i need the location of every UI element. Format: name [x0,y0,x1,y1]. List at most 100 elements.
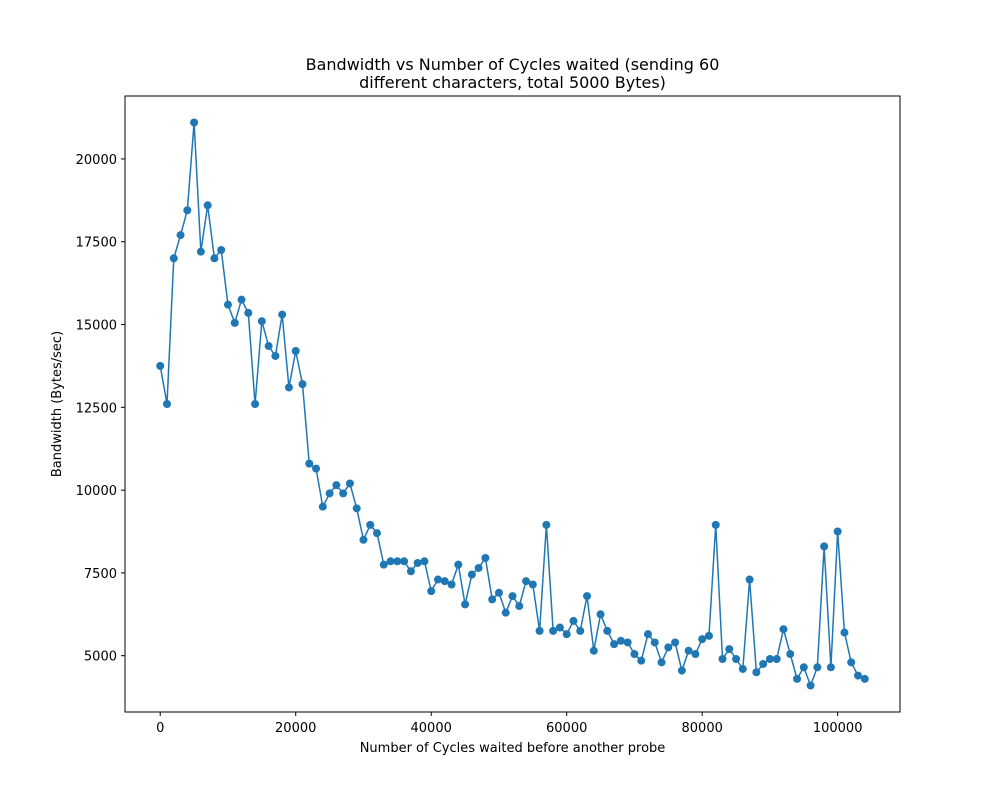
data-point [440,577,449,586]
data-point [779,625,788,634]
data-point [230,318,239,327]
data-point [447,580,456,589]
data-point [603,626,612,635]
data-point [799,663,808,672]
data-point [312,464,321,473]
data-point [738,664,747,673]
data-point [650,638,659,647]
data-point [860,674,869,683]
data-point [752,668,761,677]
data-point [352,504,361,513]
data-point [264,342,273,351]
data-point [786,650,795,659]
data-point [183,206,192,215]
data-point [284,383,293,392]
y-tick-label: 17500 [76,236,117,251]
plot-frame [124,95,901,713]
data-point [427,587,436,596]
data-point [494,588,503,597]
data-point [244,308,253,317]
data-point [190,118,199,127]
data-point [522,577,531,586]
data-point [610,640,619,649]
data-point [704,631,713,640]
data-point [366,520,375,529]
x-axis-label: Number of Cycles waited before another p… [360,741,666,756]
data-point [711,520,720,529]
data-point [637,656,646,665]
data-point [630,650,639,659]
data-point [847,658,856,667]
data-point [223,300,232,309]
data-point [515,602,524,611]
data-point [793,674,802,683]
data-point [657,658,666,667]
data-point [765,655,774,664]
data-point [406,567,415,576]
data-point [623,638,632,647]
data-point [345,479,354,488]
data-point [833,527,842,536]
data-point [854,671,862,680]
data-point [386,557,395,566]
data-point [251,400,260,408]
data-point [379,560,388,569]
y-tick-label: 12500 [76,401,117,416]
x-tick-label: 40000 [411,721,452,736]
y-tick-label: 5000 [84,650,117,665]
data-point [298,380,307,389]
x-tick-label: 100000 [813,721,863,736]
data-point [826,663,835,672]
data-point [257,317,266,326]
data-point [305,459,314,468]
data-point [684,646,693,655]
x-tick-label: 60000 [546,721,587,736]
data-point [772,655,781,664]
data-point [677,666,686,675]
data-point [413,558,422,567]
data-point [576,626,585,635]
data-point [820,542,829,551]
data-point [840,628,849,637]
data-point [691,650,700,659]
data-point [562,630,571,639]
data-point [393,557,402,566]
data-point [318,502,327,511]
data-point [589,646,598,655]
data-point [643,630,652,639]
y-tick-label: 20000 [76,153,117,168]
data-point [488,595,497,604]
data-point [332,481,341,490]
data-point [400,557,409,566]
data-point [467,570,476,579]
data-point [210,254,219,263]
data-point [359,535,368,544]
series-line [159,121,866,687]
x-tick-label: 80000 [682,721,723,736]
data-point [481,554,490,562]
y-tick-label: 10000 [76,484,117,499]
data-point [664,643,673,652]
y-axis-label: Bandwidth (Bytes/sec) [50,331,65,477]
data-point [373,529,382,538]
data-point [420,557,429,566]
data-point [461,600,470,609]
data-point [163,400,171,408]
data-point [278,310,287,319]
data-point [718,655,727,664]
data-point [725,645,734,654]
data-point [508,592,517,601]
data-point [237,295,246,304]
data-point [813,663,822,672]
data-point [616,636,625,645]
data-point [433,575,442,584]
data-point [555,623,564,632]
data-point [203,201,212,210]
data-point [535,626,544,635]
data-point [806,681,815,690]
data-point [271,351,280,360]
chart-title-line-1: Bandwidth vs Number of Cycles waited (se… [306,55,720,74]
data-point [196,247,205,256]
data-point [596,610,605,619]
y-tick-label: 7500 [84,567,117,582]
